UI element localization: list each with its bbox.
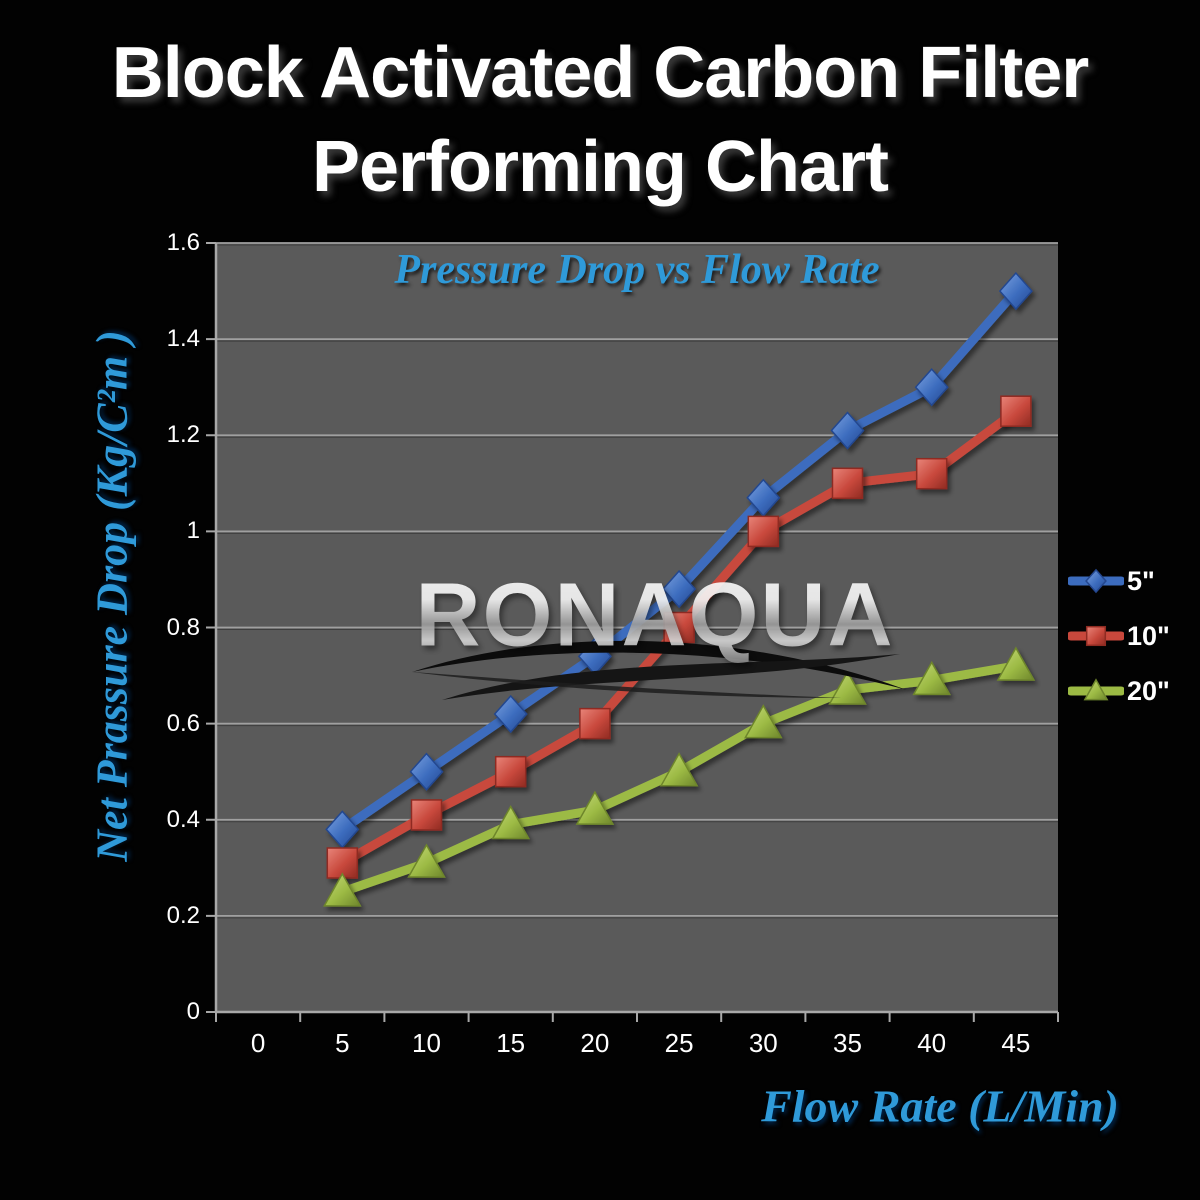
triangle-marker [912,660,951,696]
legend-item-diamond: 5" [1068,564,1170,598]
square-marker [915,457,948,490]
diamond-marker [830,411,865,450]
triangle-marker [659,752,699,787]
x-tick-label: 45 [1001,1028,1031,1058]
y-tick-label: 0.6 [166,709,200,737]
triangle-marker [744,704,783,739]
series-markers [325,271,1033,849]
x-tick-label: 0 [250,1028,266,1058]
x-tick-label: 30 [748,1028,778,1058]
x-tick-label: 15 [496,1028,526,1058]
legend: 5" 10" 20" [1068,564,1170,708]
legend-label: 20" [1127,675,1170,706]
triangle-marker [575,790,615,825]
page-title: Block Activated Carbon Filter Performing… [0,26,1200,214]
y-axis-title: Net Prassure Drop (Kg/C²m ) [87,330,137,862]
square-marker [663,611,695,644]
diamond-marker [998,271,1033,311]
square-marker [410,799,443,831]
y-tick-label: 0 [186,998,200,1025]
square-marker [579,707,611,740]
square-marker [1000,395,1032,427]
triangle-marker [996,646,1036,681]
diamond-marker [914,368,949,407]
page-title-line1: Block Activated Carbon Filter [111,33,1090,113]
y-tick-label: 1.4 [166,325,200,353]
watermark-swoosh-icon [412,640,907,700]
legend-item-triangle: 20" [1068,674,1170,708]
y-tick-label: 1.6 [166,229,200,256]
triangle-marker [407,843,446,878]
legend-key-icon [1068,625,1124,647]
legend-label: 10" [1127,620,1170,651]
triangle-marker [491,805,530,840]
y-tick-label: 1.2 [166,421,200,449]
series-markers [323,646,1036,907]
x-tick-label: 5 [335,1028,350,1058]
diamond-marker [662,569,697,609]
y-tick-label: 0.8 [166,613,200,641]
square-marker [1085,625,1107,647]
square-marker [494,755,527,788]
square-marker [831,467,864,500]
page-title-line2: Performing Chart [311,127,889,207]
watermark-text: RONAQUA [415,565,895,666]
legend-label: 5" [1127,565,1155,596]
legend-key-icon [1068,678,1124,701]
legend-key-icon [1068,568,1124,594]
x-axis-title: Flow Rate (L/Min) [761,1080,1119,1132]
legend-item-square: 10" [1068,619,1170,653]
y-tick-label: 0.2 [166,901,200,929]
x-tick-label: 40 [917,1028,947,1058]
chart-title: Pressure Drop vs Flow Rate [394,247,880,293]
series-markers [326,395,1032,879]
triangle-marker [828,670,867,705]
x-tick-label: 20 [580,1028,610,1058]
diamond-marker [1085,568,1107,594]
diamond-marker [409,752,444,791]
x-tick-label: 35 [833,1028,862,1058]
square-marker [747,515,780,548]
y-tick-label: 0.4 [166,805,200,833]
x-tick-label: 10 [412,1028,441,1058]
y-tick-label: 1 [186,517,200,545]
x-tick-label: 25 [664,1028,694,1058]
diamond-marker [493,694,528,734]
triangle-marker [1083,678,1109,701]
triangle-marker [323,872,362,907]
